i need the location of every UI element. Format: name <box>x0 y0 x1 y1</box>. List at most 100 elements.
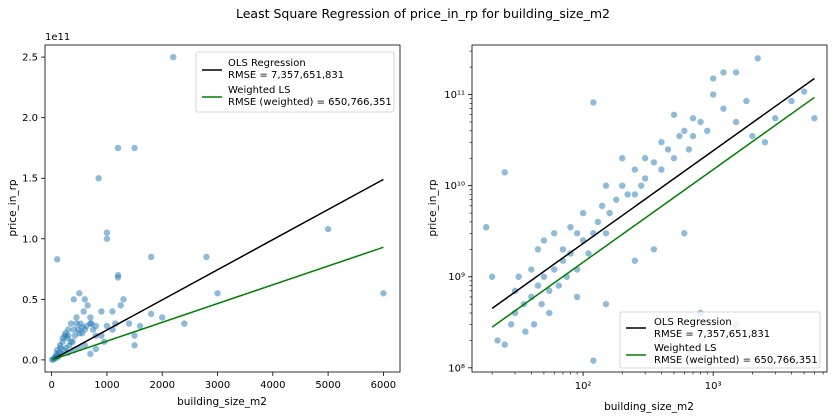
figure-title: Least Square Regression of price_in_rp f… <box>236 6 610 21</box>
right-scatter-point <box>631 191 639 198</box>
left-scatter-point <box>56 342 64 349</box>
right-scatter-point <box>761 138 769 146</box>
right-scatter-point <box>590 357 597 364</box>
left-scatter-point <box>73 320 80 327</box>
left-scatter-point <box>147 310 155 318</box>
right-scatter-point <box>579 209 587 217</box>
right-scatter-point <box>546 309 553 317</box>
right-scatter-point <box>709 91 717 98</box>
left-y-tick-label: 2.5 <box>22 53 38 64</box>
right-scatter-point <box>606 209 613 217</box>
right-scatter-point <box>754 55 761 62</box>
left-legend-ols-rmse: RMSE = 7,357,651,831 <box>228 70 344 81</box>
right-scatter-point <box>534 282 542 289</box>
left-scatter-point <box>92 345 100 353</box>
left-scatter-point <box>81 326 89 333</box>
left-scatter-point <box>117 302 124 309</box>
left-y-axis-label: price_in_rp <box>7 179 19 237</box>
left-scatter-point <box>76 330 83 337</box>
right-scatter-point <box>670 155 678 162</box>
left-scatter-point <box>73 314 80 321</box>
left-ols-line <box>52 178 384 361</box>
left-scatter-point <box>87 314 94 321</box>
left-scatter-point <box>159 314 166 321</box>
left-points-layer <box>48 53 387 363</box>
right-legend-wls-name: Weighted LS <box>654 343 716 354</box>
right-y-tick-label: 10¹⁰ <box>444 181 465 192</box>
right-scatter-point <box>540 237 548 244</box>
left-x-tick-label: 3000 <box>205 380 230 391</box>
left-y-tick-label: 0.0 <box>22 355 38 366</box>
right-scatter-point <box>555 282 562 289</box>
right-scatter-point <box>602 230 610 237</box>
left-x-tick-label: 5000 <box>315 380 340 391</box>
left-legend-ols-name: OLS Regression <box>228 58 306 69</box>
right-scatter-point <box>788 97 795 105</box>
right-scatter-point <box>658 166 665 173</box>
right-scatter-point <box>507 321 515 328</box>
left-scatter-point <box>80 308 87 315</box>
left-x-axis-label: building_size_m2 <box>177 396 267 408</box>
left-scatter-point <box>181 320 188 327</box>
right-scatter-point <box>488 273 496 280</box>
left-scatter-point <box>84 302 91 309</box>
left-scatter-point <box>67 320 75 327</box>
right-scatter-point <box>689 132 697 140</box>
left-scatter-point <box>109 308 116 315</box>
left-scatter-point <box>76 290 83 297</box>
right-scatter-point <box>743 97 750 105</box>
right-scatter-point <box>567 223 574 231</box>
right-scatter-point <box>638 182 645 189</box>
left-scatter-point <box>70 296 77 303</box>
right-scatter-point <box>720 69 727 76</box>
left-legend-box <box>195 51 395 113</box>
left-y-ticks: 0.0 0.5 1.0 1.5 2.0 2.5 <box>22 53 45 366</box>
right-x-tick-label: 10³ <box>705 381 722 392</box>
left-y-offset-label: 1e11 <box>45 32 70 43</box>
right-scatter-point <box>732 69 740 76</box>
left-x-ticks: 0 1000 2000 3000 4000 5000 6000 <box>48 372 396 391</box>
left-x-tick-label: 1000 <box>94 380 119 391</box>
left-x-tick-label: 2000 <box>150 380 175 391</box>
left-scatter-point <box>380 290 387 297</box>
left-axes-frame <box>44 44 401 373</box>
left-scatter-point <box>103 322 111 330</box>
left-scatter-point <box>120 296 127 303</box>
left-x-tick-label: 4000 <box>260 380 285 391</box>
right-scatter-point <box>697 118 704 126</box>
left-scatter-point <box>131 342 138 349</box>
right-scatter-point <box>546 287 553 295</box>
left-scatter-point <box>95 175 102 182</box>
right-scatter-point <box>619 182 626 189</box>
right-y-tick-label: 10⁹ <box>448 272 465 283</box>
left-y-tick-label: 0.5 <box>22 295 38 306</box>
right-y-tick-label: 10¹¹ <box>444 90 465 101</box>
right-scatter-point <box>551 266 558 273</box>
right-x-ticks: 10² 10³ <box>491 372 824 392</box>
right-ols-line <box>491 77 815 309</box>
right-scatter-point <box>585 250 592 257</box>
right-scatter-point <box>650 159 658 166</box>
right-scatter-point <box>501 341 508 348</box>
right-scatter-point <box>704 127 711 135</box>
right-scatter-point <box>602 182 610 189</box>
right-scatter-point <box>515 273 522 280</box>
right-scatter-point <box>685 146 693 153</box>
right-scatter-point <box>598 202 606 210</box>
right-legend-ols-rmse: RMSE = 7,357,651,831 <box>654 329 770 340</box>
right-scatter-point <box>540 273 548 280</box>
right-scatter-point <box>800 88 808 95</box>
right-scatter-point <box>720 105 727 112</box>
right-scatter-point <box>613 196 620 203</box>
right-legend-wls-rmse: RMSE (weighted) = 650,766,351 <box>654 355 818 366</box>
left-wls-line <box>52 246 384 361</box>
right-legend-box <box>619 311 821 369</box>
left-scatter-point <box>136 322 144 330</box>
left-scatter-point <box>92 322 100 330</box>
left-scatter-point <box>324 225 332 233</box>
right-scatter-point <box>538 300 545 308</box>
right-panel: 10² 10³ 10⁸ 10⁹ 10¹⁰ 10¹¹ building_size_m2 p… <box>427 44 828 413</box>
right-scatter-point <box>689 115 697 122</box>
left-scatter-point <box>98 308 105 315</box>
